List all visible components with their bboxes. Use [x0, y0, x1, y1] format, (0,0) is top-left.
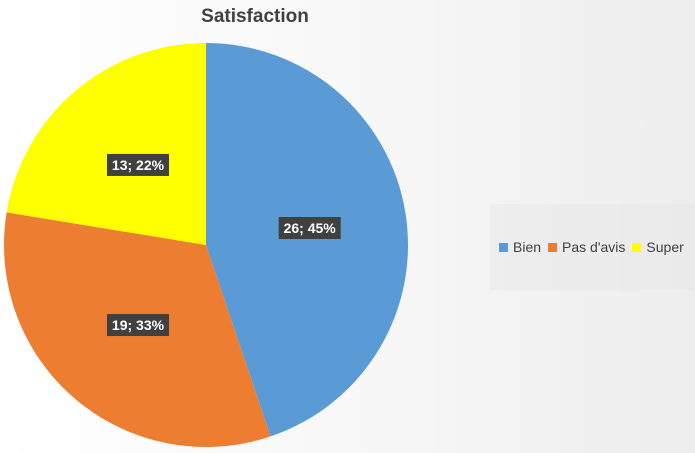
pie-chart: 26; 45% 19; 33% 13; 22% — [4, 43, 408, 447]
chart-title: Satisfaction — [201, 6, 309, 27]
pie-slice-bien — [206, 43, 408, 437]
svg-text:19; 33%: 19; 33% — [112, 317, 165, 333]
svg-text:26; 45%: 26; 45% — [284, 220, 337, 236]
legend-item-pas-davis: Pas d'avis — [548, 239, 625, 255]
data-label-bien: 26; 45% — [278, 217, 341, 240]
svg-text:13; 22%: 13; 22% — [112, 157, 165, 173]
legend-label-super: Super — [646, 239, 684, 255]
legend: Bien Pas d'avis Super — [490, 204, 695, 290]
legend-item-bien: Bien — [499, 239, 541, 255]
legend-swatch-pas-davis — [548, 242, 558, 252]
legend-swatch-super — [632, 242, 642, 252]
legend-swatch-bien — [499, 242, 508, 252]
data-label-pas-davis: 19; 33% — [106, 314, 169, 337]
legend-item-super: Super — [632, 239, 684, 255]
data-label-super: 13; 22% — [106, 153, 169, 176]
pie-slice-super — [6, 43, 207, 245]
legend-label-pas-davis: Pas d'avis — [562, 239, 626, 255]
legend-label-bien: Bien — [513, 239, 542, 255]
